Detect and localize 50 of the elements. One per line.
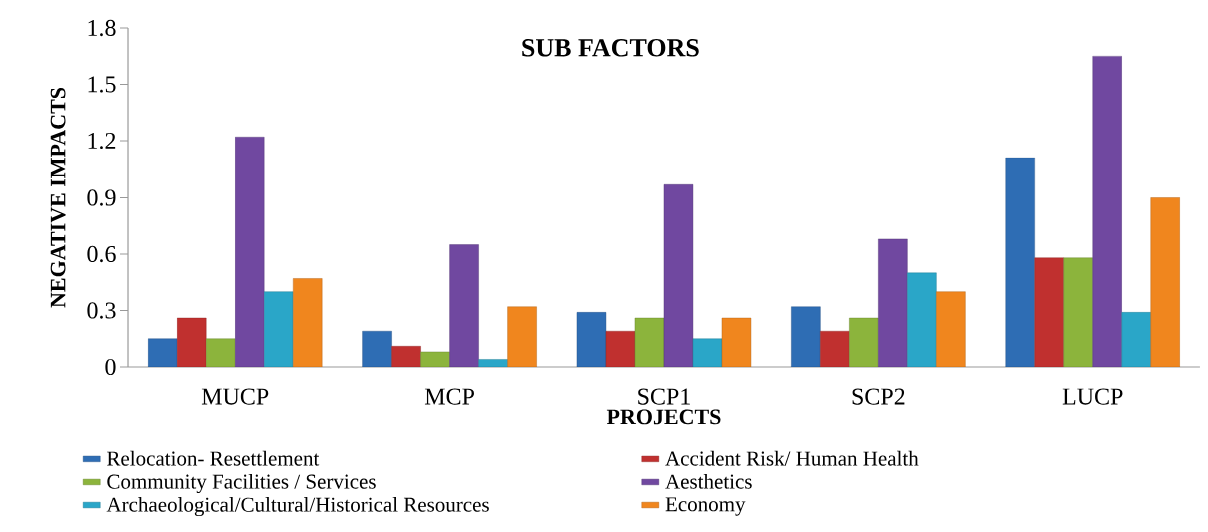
y-tick-label: 1.2 — [88, 132, 116, 150]
bar — [391, 346, 421, 367]
bar — [1034, 257, 1064, 367]
bar — [849, 317, 879, 367]
y-tick-label: 0.9 — [87, 189, 116, 206]
bar — [478, 359, 508, 367]
bar — [293, 278, 323, 367]
y-tick-label: 0.6 — [87, 245, 116, 263]
bar — [1121, 312, 1151, 367]
bar — [936, 291, 966, 367]
legend-label: Economy — [665, 497, 746, 516]
y-tick-label: 1.5 — [88, 76, 116, 93]
bar — [692, 338, 723, 367]
bar — [420, 351, 450, 367]
bar — [907, 272, 937, 367]
x-axis-title: PROJECTS — [606, 409, 721, 425]
bar — [634, 317, 665, 367]
legend-label: Relocation- Resettlement — [107, 450, 320, 466]
x-tick-label: SCP2 — [852, 388, 905, 405]
x-tick-label: MCP — [424, 388, 474, 405]
bar — [820, 331, 850, 367]
chart-title: SUB FACTORS — [522, 39, 699, 57]
legend-label: Community Facilities / Services — [107, 473, 376, 494]
bar — [663, 184, 694, 367]
bar — [177, 317, 207, 367]
bar — [1005, 157, 1035, 367]
bar — [1092, 56, 1122, 367]
bar — [605, 331, 636, 367]
bar — [576, 312, 607, 367]
bar — [235, 137, 265, 367]
y-tick-label: 0.3 — [87, 302, 116, 319]
bar — [449, 244, 479, 367]
bar — [148, 338, 178, 367]
y-tick-label: 1.8 — [88, 19, 116, 37]
bar — [206, 338, 236, 367]
bar — [1150, 197, 1180, 367]
legend-label: Archaeological/Cultural/Historical Resources — [106, 496, 489, 517]
bar — [507, 306, 537, 367]
bar — [791, 306, 821, 367]
x-tick-label: MUCP — [201, 388, 269, 405]
bar — [878, 238, 908, 367]
bar — [362, 331, 392, 367]
y-tick-label: 0 — [105, 358, 116, 376]
x-tick-label: SCP1 — [638, 388, 690, 405]
legend-label: Aesthetics — [665, 473, 752, 489]
y-axis-title: NEGATIVE IMPACTS — [50, 87, 66, 308]
bar — [264, 291, 294, 367]
x-tick-label: LUCP — [1062, 388, 1123, 405]
bar — [1063, 257, 1093, 367]
legend-label: Accident Risk/ Human Health — [665, 450, 919, 466]
